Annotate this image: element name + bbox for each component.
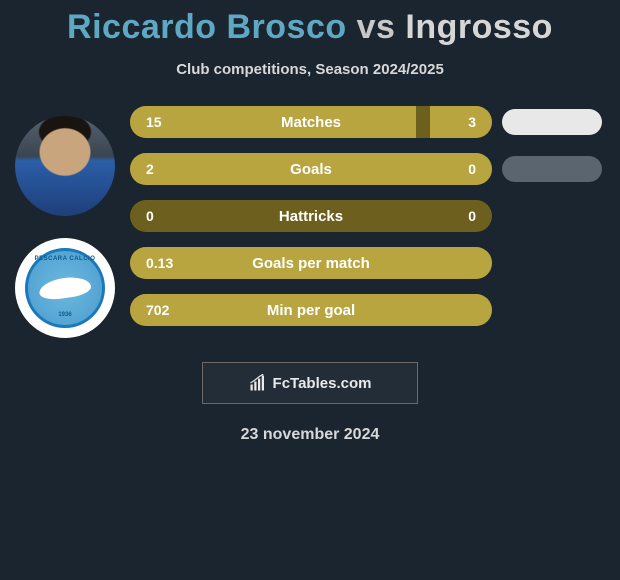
subtitle: Club competitions, Season 2024/2025 [0,61,620,78]
winner-pill [502,156,602,182]
player1-name: Riccardo Brosco [67,8,347,46]
stat-value-left: 0 [146,208,154,224]
stat-bar: 0.13 Goals per match [130,247,492,279]
stat-value-left: 0.13 [146,255,173,271]
stat-value-right: 0 [468,208,476,224]
vs-text: vs [357,8,396,46]
stat-value-left: 15 [146,114,162,130]
stat-value-right: 0 [468,161,476,177]
bar-fill-left [130,106,416,138]
bar-fill-right [430,106,492,138]
stat-label: Goals [290,161,332,178]
date-text: 23 november 2024 [0,426,620,444]
stat-label: Matches [281,114,341,131]
stat-value-left: 702 [146,302,169,318]
stat-row: 702 Min per goal [130,294,602,326]
stat-label: Min per goal [267,302,355,319]
club-logo-avatar: PESCARA CALCIO 1936 [15,238,115,338]
avatars-column: PESCARA CALCIO 1936 [0,106,130,338]
stats-column: 15 3 Matches 2 0 Goals 0 0 Hattricks 0.13 Goals pe… [130,106,620,338]
player-avatar [15,116,115,216]
stat-label: Goals per match [252,255,370,272]
stat-bar: 2 0 Goals [130,153,492,185]
stat-bar: 0 0 Hattricks [130,200,492,232]
stat-row: 0.13 Goals per match [130,247,602,279]
branding-text: FcTables.com [273,375,372,392]
page-title: Riccardo Brosco vs Ingrosso [0,0,620,47]
stat-bar: 702 Min per goal [130,294,492,326]
player2-name: Ingrosso [405,8,553,46]
stat-value-left: 2 [146,161,154,177]
pill-spacer [502,250,602,276]
content-area: PESCARA CALCIO 1936 15 3 Matches 2 0 Goals 0 0 H… [0,106,620,338]
winner-pill [502,109,602,135]
logo-text-top: PESCARA CALCIO [35,256,96,262]
stat-value-right: 3 [468,114,476,130]
pill-spacer [502,203,602,229]
stat-row: 15 3 Matches [130,106,602,138]
chart-icon [249,374,267,392]
branding-box: FcTables.com [202,362,418,404]
logo-text-bottom: 1936 [58,312,71,318]
club-logo-inner: PESCARA CALCIO 1936 [25,248,105,328]
stat-label: Hattricks [279,208,343,225]
stat-bar: 15 3 Matches [130,106,492,138]
stat-row: 0 0 Hattricks [130,200,602,232]
pill-spacer [502,297,602,323]
stat-row: 2 0 Goals [130,153,602,185]
